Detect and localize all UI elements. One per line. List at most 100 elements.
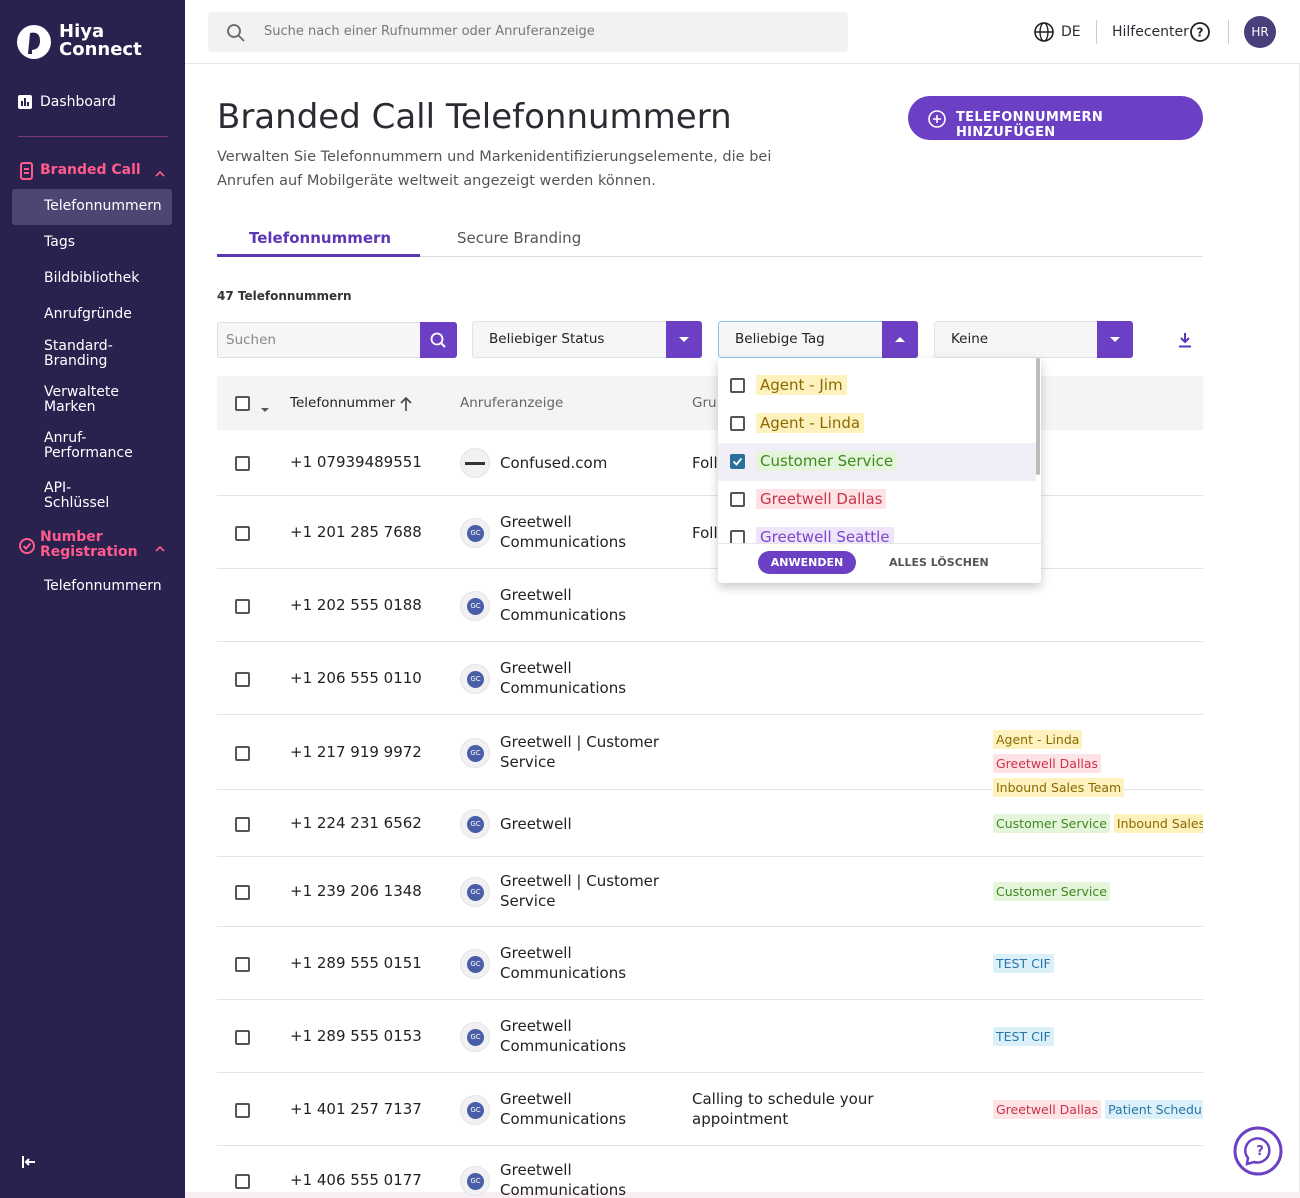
logo-badge: GC	[467, 744, 484, 762]
tag: TEST CIF	[993, 953, 1054, 973]
nav-label: Anruf-Performance	[44, 430, 133, 461]
nav-item[interactable]: Tags	[12, 225, 172, 261]
tab[interactable]: Telefonnummern	[249, 229, 392, 247]
search-placeholder: Suche nach einer Rufnummer oder Anrufera…	[264, 24, 595, 39]
nav-item[interactable]: Verwaltete Marken	[12, 379, 172, 423]
nav-item[interactable]: API-Schlüssel	[12, 471, 172, 511]
sep	[1228, 20, 1229, 44]
logo-badge: GC	[467, 1101, 484, 1119]
checkbox[interactable]	[235, 671, 250, 687]
option-label: Agent - Jim	[756, 375, 847, 395]
table-row: +1 289 555 0151 GC Greetwell Communication…	[217, 927, 1203, 1000]
checkbox[interactable]	[235, 396, 250, 411]
tab[interactable]: Secure Branding	[457, 229, 582, 247]
option-label: Agent - Linda	[756, 413, 865, 433]
nav-label: Verwaltete Marken	[44, 384, 119, 415]
table-row: +1 07939489551 Confused.com Foll	[217, 430, 1203, 496]
table-row: +1 224 231 6562 GC Greetwell Customer Servi…	[217, 790, 1203, 857]
status-select[interactable]: Beliebiger Status	[472, 321, 702, 358]
checkbox	[730, 378, 745, 393]
nav-item[interactable]: Telefonnummern	[12, 569, 172, 605]
dashboard-icon	[18, 94, 34, 110]
column-header[interactable]: Telefonnummer	[290, 395, 396, 411]
nav-item[interactable]: Anrufgründe	[12, 297, 172, 333]
option[interactable]: Agent - Linda	[718, 405, 1036, 443]
phone-number: +1 202 555 0188	[290, 595, 422, 614]
nav-label: Standard-Branding	[44, 338, 113, 369]
chat-button[interactable]: ?	[1233, 1126, 1283, 1176]
search-button	[420, 322, 457, 358]
button-label: TELEFONNUMMERN HINZUFÜGEN	[956, 110, 1104, 140]
nav-item[interactable]: Anruf-Performance	[12, 425, 172, 469]
table-row: +1 401 257 7137 GC Greetwell Communication…	[217, 1073, 1203, 1146]
nav-item[interactable]: Standard-Branding	[12, 333, 172, 377]
checkbox[interactable]	[235, 1102, 250, 1118]
checkbox[interactable]	[235, 1174, 250, 1189]
global-search[interactable]: Suche nach einer Rufnummer oder Anrufera…	[208, 12, 848, 52]
logo: GC	[460, 948, 490, 979]
logo-badge: GC	[467, 1028, 484, 1046]
tab-indicator	[217, 254, 420, 257]
table-row: +1 239 206 1348 GC Greetwell | Customer Se…	[217, 857, 1203, 927]
option-label: Greetwell Dallas	[756, 489, 887, 509]
display-name: Greetwell Communications	[500, 1016, 627, 1055]
apply-button[interactable]: ANWENDEN	[758, 551, 856, 574]
nav-item[interactable]: Bildbibliothek	[12, 261, 172, 297]
checkbox[interactable]	[235, 816, 250, 832]
checkbox[interactable]	[235, 598, 250, 614]
footer-line	[718, 543, 1041, 544]
table-row: +1 206 555 0110 GC Greetwell Communication…	[217, 642, 1203, 715]
option[interactable]: Agent - Jim	[718, 367, 1036, 405]
phone-number: +1 217 919 9972	[290, 742, 422, 761]
avatar[interactable]: HR	[1244, 16, 1276, 48]
caret	[260, 399, 270, 412]
logo: GC	[460, 1021, 490, 1052]
language[interactable]: DE	[1061, 24, 1081, 40]
column-header[interactable]: Gru	[692, 395, 717, 411]
logo-badge: GC	[467, 1173, 484, 1190]
chevron	[154, 539, 166, 552]
logo-badge: GC	[467, 524, 484, 542]
display-name: Greetwell Communications	[500, 1089, 627, 1128]
clear-button[interactable]: ALLES LÖSCHEN	[889, 556, 989, 569]
section-title[interactable]: Number Registration	[40, 529, 138, 560]
nav-item[interactable]: Telefonnummern	[12, 189, 172, 225]
display-name: Greetwell Communications	[500, 658, 627, 697]
option[interactable]: Greetwell Dallas	[718, 481, 1036, 519]
nav-item[interactable]: Dashboard	[40, 94, 116, 110]
section-title[interactable]: Branded Call	[40, 162, 141, 178]
logo: GC	[460, 737, 490, 768]
tag-select[interactable]: Beliebige Tag	[718, 321, 918, 358]
tag: TEST CIF	[993, 1026, 1054, 1046]
tag: Customer Service	[993, 882, 1110, 901]
tag: Greetwell Dallas	[993, 753, 1102, 773]
checkbox[interactable]	[235, 456, 250, 471]
checkbox[interactable]	[235, 1029, 250, 1045]
option[interactable]: Customer Service	[718, 443, 1036, 481]
column-header[interactable]: Anruferanzeige	[460, 395, 564, 411]
checkbox[interactable]	[235, 745, 250, 761]
group-select[interactable]: Keine	[934, 321, 1133, 358]
nav-label: API-Schlüssel	[44, 480, 110, 511]
option[interactable]: Greetwell Seattle	[718, 519, 1036, 543]
checkbox[interactable]	[235, 885, 250, 900]
divider	[18, 136, 168, 137]
help-link[interactable]: Hilfecenter	[1112, 24, 1189, 40]
checkbox[interactable]	[235, 956, 250, 972]
tags: Agent - Linda Greetwell Dallas Inbound Sal…	[993, 729, 1193, 801]
filter-search[interactable]: Suchen	[217, 322, 421, 358]
logo-badge: GC	[467, 670, 484, 688]
phone-number: +1 07939489551	[290, 453, 422, 471]
add-button[interactable]: TELEFONNUMMERN HINZUFÜGEN	[908, 96, 1203, 140]
phone-number: +1 201 285 7688	[290, 522, 422, 541]
topbar-border	[185, 63, 1300, 64]
brand-line: Connect	[59, 39, 142, 60]
checkbox[interactable]	[235, 525, 250, 541]
logo	[460, 448, 490, 478]
tags: TEST CIF	[993, 1026, 1203, 1050]
tag: Inbound Sales Team	[1113, 813, 1203, 833]
display-name: Confused.com	[500, 454, 608, 472]
